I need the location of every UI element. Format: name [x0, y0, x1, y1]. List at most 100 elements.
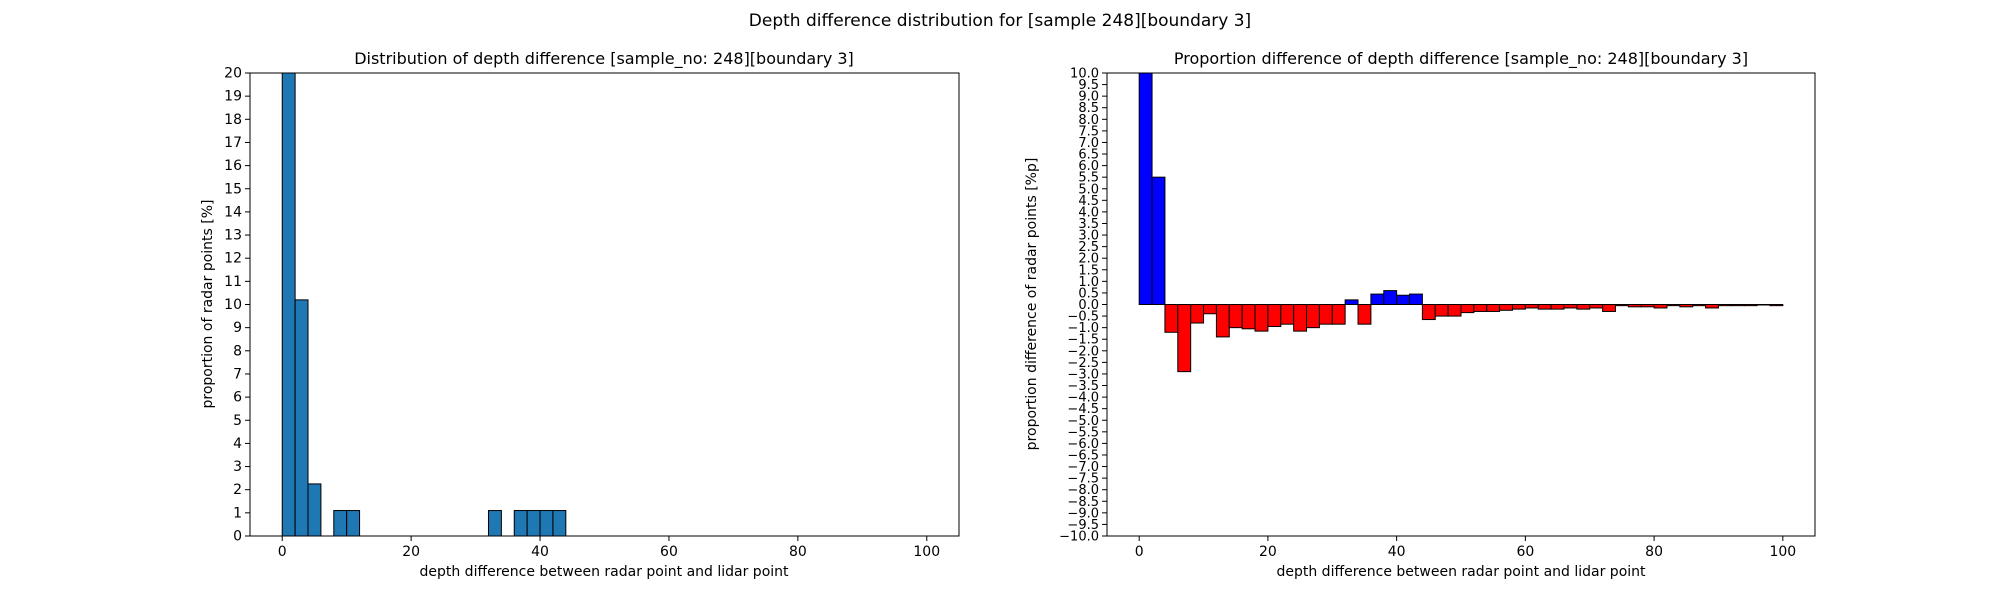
right-bar: [1447, 304, 1462, 317]
right-bar: [1228, 304, 1243, 329]
left-ytick-label: 5: [233, 413, 242, 429]
right-ytick-label: −10.0: [1059, 530, 1099, 545]
right-bar: [1499, 304, 1513, 311]
right-bar: [1306, 304, 1320, 329]
left-ytick-label: 17: [224, 135, 242, 151]
right-chart: Proportion difference of depth differenc…: [1024, 49, 1816, 580]
right-bar: [1434, 304, 1449, 317]
left-ytick-label: 9: [233, 320, 242, 336]
left-bar: [333, 510, 348, 536]
right-bar: [1460, 304, 1475, 314]
right-ytick-label: −4.0: [1067, 391, 1099, 406]
right-bar: [1293, 304, 1308, 332]
left-chart-ylabel: proportion of radar points [%]: [200, 199, 216, 408]
right-ytick-label: 7.5: [1078, 124, 1099, 139]
right-ytick-label: −7.0: [1067, 460, 1099, 475]
right-bar: [1177, 304, 1192, 373]
left-xtick-label: 100: [913, 544, 940, 560]
right-ytick-label: −2.0: [1067, 344, 1099, 359]
right-ytick-label: 8.5: [1078, 101, 1099, 116]
right-ytick-label: 6.5: [1078, 148, 1099, 163]
left-bars: [281, 73, 567, 536]
left-plot-area: 0 20 40 60 80 1000123456789101112131415161718…: [224, 66, 960, 560]
left-bar: [294, 299, 309, 536]
left-bar: [539, 510, 554, 536]
right-bar: [1486, 304, 1501, 312]
left-xtick-label: 40: [531, 544, 549, 560]
left-chart: Distribution of depth difference [sample…: [200, 49, 960, 580]
right-bar: [1138, 73, 1153, 305]
left-bar: [526, 510, 541, 536]
right-plot-area: 0 20 40 60 80 100 −10.0−9.5−9.0−8.5−8.0−7.5−7.…: [1059, 67, 1816, 560]
right-ytick-label: 4.5: [1078, 194, 1099, 209]
right-ytick-label: −5.0: [1067, 414, 1099, 429]
right-chart-xlabel: depth difference between radar point and…: [1276, 564, 1646, 580]
right-xtick-label: 40: [1388, 544, 1406, 560]
right-ytick-label: −2.5: [1067, 356, 1099, 371]
right-ytick-label: 1.0: [1078, 275, 1099, 290]
left-ytick-label: 13: [224, 228, 242, 244]
right-ytick-label: 1.5: [1078, 263, 1099, 278]
right-bar: [1705, 304, 1719, 309]
right-bar: [1318, 304, 1333, 325]
right-ytick-label: 5.5: [1078, 171, 1099, 186]
right-ytick-label: −6.5: [1067, 448, 1099, 463]
right-bar: [1743, 304, 1758, 307]
right-xtick-label: 80: [1645, 544, 1663, 560]
right-ytick-label: −0.5: [1067, 310, 1099, 325]
left-xtick-label: 60: [660, 544, 678, 560]
right-bar: [1524, 304, 1539, 309]
right-bar: [1756, 304, 1771, 306]
right-bar: [1627, 304, 1642, 308]
right-bar: [1280, 304, 1295, 325]
right-bar: [1640, 304, 1655, 308]
right-bar: [1692, 304, 1707, 307]
right-ytick-label: 3.0: [1078, 229, 1099, 244]
right-ytick-label: 0.5: [1078, 286, 1099, 301]
right-bar: [1653, 304, 1668, 309]
left-ytick-label: 19: [224, 89, 242, 105]
left-ytick-label: 11: [224, 274, 242, 290]
right-bar: [1331, 304, 1346, 325]
left-chart-xlabel: depth difference between radar point and…: [419, 564, 789, 580]
right-chart-title: Proportion difference of depth differenc…: [1174, 49, 1748, 69]
right-ytick-label: 0.0: [1078, 298, 1099, 313]
right-bar: [1473, 304, 1488, 312]
right-bar: [1717, 304, 1732, 307]
left-ytick-label: 15: [224, 181, 242, 197]
right-bars: [1138, 73, 1784, 373]
left-ytick-label: 12: [224, 251, 242, 267]
left-ytick-label: 16: [224, 158, 242, 174]
right-bar: [1550, 304, 1565, 310]
right-ytick-label: −3.0: [1067, 367, 1099, 382]
right-bar: [1576, 304, 1591, 310]
right-ytick-label: −7.5: [1067, 472, 1099, 487]
left-xtick-label: 80: [789, 544, 807, 560]
right-ytick-label: −9.5: [1067, 518, 1099, 533]
right-ytick-label: −4.5: [1067, 402, 1099, 417]
right-ytick-label: 6.0: [1078, 159, 1099, 174]
right-ytick-label: −6.0: [1067, 437, 1099, 452]
right-bar: [1383, 290, 1398, 305]
right-ytick-label: −1.5: [1067, 333, 1099, 348]
right-ytick-label: 4.0: [1078, 205, 1099, 220]
right-chart-ylabel: proportion difference of radar points [%…: [1024, 158, 1040, 451]
left-xtick-label: 20: [402, 544, 420, 560]
right-ytick-label: 5.0: [1078, 182, 1099, 197]
right-xtick-label: 60: [1516, 544, 1534, 560]
left-ytick-label: 7: [233, 366, 242, 382]
right-bar: [1589, 304, 1604, 309]
left-xtick-label: 0: [278, 544, 287, 560]
right-ytick-label: 3.5: [1078, 217, 1099, 232]
right-bar: [1679, 304, 1694, 308]
left-ytick-label: 10: [224, 297, 242, 313]
right-bar: [1254, 304, 1269, 332]
left-ytick-label: 4: [233, 436, 242, 452]
left-ytick-label: 20: [224, 66, 242, 82]
right-ytick-label: −5.5: [1067, 425, 1099, 440]
right-bar: [1396, 294, 1411, 305]
right-bar: [1602, 304, 1616, 312]
right-bar: [1151, 176, 1166, 305]
right-bar: [1769, 304, 1784, 307]
right-bar: [1511, 304, 1526, 310]
